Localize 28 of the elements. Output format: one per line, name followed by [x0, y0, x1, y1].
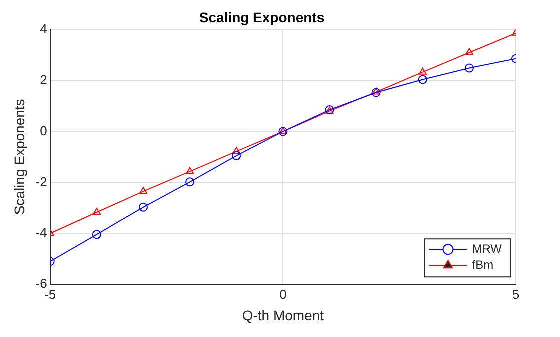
y-tick-label: 0 — [40, 123, 48, 138]
y-tick-label: -4 — [36, 225, 48, 240]
point — [232, 147, 241, 154]
y-tick-label: 4 — [40, 21, 48, 36]
legend-label: MRW — [472, 242, 503, 256]
point — [140, 187, 148, 194]
point — [186, 167, 194, 174]
x-tick-label: 5 — [512, 286, 520, 302]
point — [418, 68, 427, 75]
point — [418, 75, 428, 84]
x-tick-label: 0 — [280, 286, 287, 302]
point — [138, 202, 148, 212]
point — [465, 48, 474, 56]
y-tick-label: 2 — [40, 72, 48, 88]
y-axis-title: Scaling Exponents — [11, 99, 28, 216]
y-tick-label: -2 — [36, 174, 48, 190]
point — [372, 88, 380, 95]
x-tick-label: -5 — [44, 286, 56, 302]
point — [232, 151, 242, 160]
point — [92, 208, 101, 215]
legend-label: fBm — [472, 258, 494, 272]
point — [92, 230, 102, 240]
point — [464, 64, 474, 73]
chart-title: Scaling Exponents — [199, 9, 325, 26]
y-tick-label: -6 — [36, 276, 48, 292]
point — [186, 178, 195, 187]
point — [372, 88, 381, 98]
x-axis-title: Q-th Moment — [242, 307, 324, 324]
